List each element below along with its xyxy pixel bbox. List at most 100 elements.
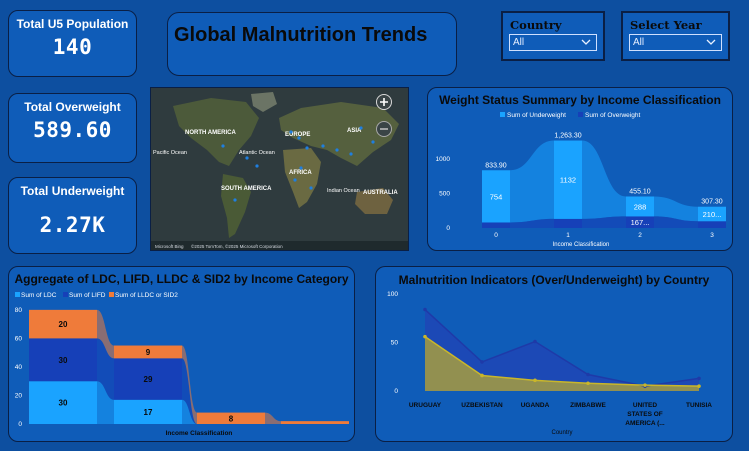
map-label-asia: ASIA: [347, 128, 362, 134]
segment-label: 288: [634, 202, 647, 211]
legend-label-ldc: Sum of LDC: [21, 292, 57, 299]
kpi-card-overweight: Total Overweight 589.60: [8, 93, 137, 163]
segment-label: 210...: [703, 210, 722, 219]
zoom-in-button[interactable]: [376, 94, 392, 110]
chart-title: Weight Status Summary by Income Classifi…: [439, 93, 721, 107]
map-markers: [221, 126, 375, 202]
x-tick-label: STATES OF: [627, 411, 663, 418]
weight-status-chart: Sum of Underweight Sum of Overweight 0 500 1…: [436, 112, 726, 248]
data-label: 30: [59, 399, 68, 408]
malnutrition-country-chart-panel: Malnutrition Indicators (Over/Underweigh…: [375, 266, 733, 442]
x-tick-label: 1: [566, 232, 570, 239]
ldc-aggregate-chart: Sum of LDC Sum of LIFD Sum of LLDC or SID2…: [15, 292, 349, 437]
ribbon-underweight: [582, 140, 626, 219]
ribbon-underweight: [510, 140, 554, 223]
ribbon-segment: [97, 381, 114, 424]
legend-label-lldc: Sum of LLDC or SID2: [115, 292, 178, 299]
ribbon-segment: [182, 345, 197, 424]
x-tick-label: 3: [710, 232, 714, 239]
world-map[interactable]: NORTH AMERICA EUROPE ASIA Pacific Ocean …: [150, 87, 409, 251]
land-europe-asia: [279, 102, 399, 166]
malnutrition-country-chart: 0 50 100 URUGUAY UZBEKISTAN UGANDA ZIMBABWE UNI…: [387, 291, 712, 436]
total-label: 1,263.30: [554, 133, 581, 140]
year-dropdown-value: All: [633, 37, 645, 48]
weight-status-chart-panel: Weight Status Summary by Income Classifi…: [427, 87, 733, 251]
bar-segment: [114, 399, 182, 424]
y-tick-label: 1000: [436, 156, 451, 163]
ribbon-segment: [265, 412, 281, 424]
bar-segment: [29, 309, 97, 339]
x-tick-label: UNITED: [633, 402, 658, 409]
bar-underweight: [554, 140, 582, 219]
kpi-title: Total Overweight: [24, 100, 121, 114]
point-series-1: [586, 372, 590, 377]
bar-segment: [281, 421, 349, 424]
chevron-down-icon: [581, 39, 591, 45]
point-series-1: [697, 376, 701, 381]
data-label: 30: [59, 356, 68, 365]
kpi-value: 2.27K: [39, 213, 106, 237]
page-title: Global Malnutrition Trends: [174, 24, 428, 46]
bar-overweight: [482, 222, 510, 228]
data-label: 20: [59, 320, 68, 329]
land-africa: [283, 148, 321, 208]
point-series-2: [586, 381, 590, 386]
map-label-atlantic: Atlantic Ocean: [239, 150, 275, 156]
ribbon-overweight: [582, 216, 626, 228]
line-series-2: [424, 336, 700, 387]
kpi-value: 589.60: [33, 118, 112, 142]
segment-label: 754: [490, 192, 503, 201]
point-series-2: [423, 334, 427, 339]
map-label-europe: EUROPE: [285, 132, 310, 138]
x-tick-label: UGANDA: [521, 402, 550, 409]
x-tick-label: UZBEKISTAN: [461, 402, 503, 409]
point-series-1: [533, 339, 537, 344]
map-copyright: ©2025 TomTom, ©2025 Microsoft Corporatio…: [191, 243, 283, 249]
bar-overweight: [698, 221, 726, 228]
country-dropdown[interactable]: All: [509, 34, 597, 51]
map-label-africa: AFRICA: [289, 170, 312, 176]
total-label: 455.10: [629, 188, 651, 195]
map-label-pacific: Pacific Ocean: [153, 150, 187, 156]
bar-segment: [29, 338, 97, 382]
data-label: 29: [144, 375, 153, 384]
land-australia: [355, 188, 393, 214]
segment-label: 167...: [631, 218, 650, 227]
area-series-2: [425, 336, 699, 391]
ribbon-underweight: [654, 196, 698, 222]
year-slicer: Select Year All: [621, 11, 730, 61]
map-label-south-america: SOUTH AMERICA: [221, 186, 272, 192]
bar-overweight: [626, 216, 654, 228]
ribbon-segment: [97, 309, 114, 359]
kpi-card-u5-population: Total U5 Population 140: [8, 10, 137, 77]
land-north-america: [173, 98, 259, 166]
map-label-north-america: NORTH AMERICA: [185, 130, 236, 136]
plus-icon: [380, 98, 388, 106]
point-series-2: [533, 378, 537, 383]
map-attribution: Microsoft Bing: [155, 244, 184, 249]
y-tick-label: 20: [15, 392, 23, 399]
point-series-2: [643, 383, 647, 387]
year-dropdown[interactable]: All: [629, 34, 722, 51]
bar-segment: [197, 412, 265, 424]
chart-title: Aggregate of LDC, LIFD, LLDC & SID2 by I…: [14, 272, 349, 286]
x-tick-label: 2: [638, 232, 642, 239]
point-series-2: [480, 373, 484, 378]
page-title-box: Global Malnutrition Trends: [167, 12, 457, 76]
y-tick-label: 500: [439, 190, 450, 197]
bar-overweight: [554, 218, 582, 228]
country-slicer-label: Country: [510, 18, 562, 32]
y-tick-label: 60: [15, 335, 23, 342]
ribbon-overweight: [654, 216, 698, 228]
data-label: 17: [144, 408, 153, 417]
total-label: 307.30: [701, 199, 723, 206]
country-dropdown-value: All: [513, 37, 525, 48]
y-tick-label: 100: [387, 291, 398, 298]
map-canvas: NORTH AMERICA EUROPE ASIA Pacific Ocean …: [151, 88, 408, 250]
segment-label: 1132: [560, 176, 576, 185]
bar-segment: [29, 381, 97, 424]
ribbon-segment: [97, 338, 114, 400]
x-tick-label: 0: [494, 232, 498, 239]
zoom-out-button[interactable]: [376, 121, 392, 137]
bar-underweight: [482, 170, 510, 223]
